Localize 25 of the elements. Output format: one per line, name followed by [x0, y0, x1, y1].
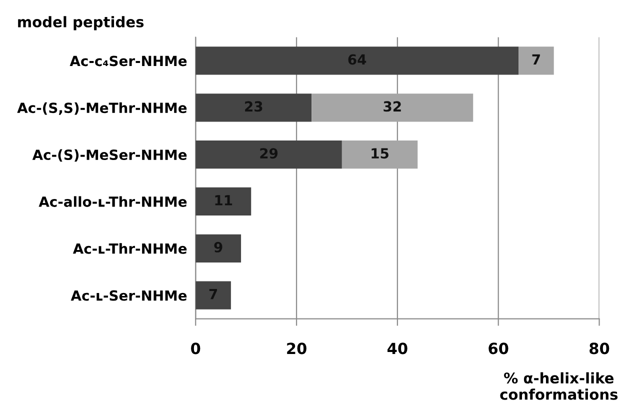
bar	[196, 281, 231, 310]
bar	[518, 46, 554, 75]
data-label: 7	[532, 54, 540, 65]
x-axis-title: % α-helix-like conformations	[500, 372, 618, 400]
x-tick-label: 80	[590, 342, 610, 354]
bar	[342, 140, 418, 169]
y-tick-label: Ac-(S,S)-MeThr-NHMe	[17, 102, 187, 115]
x-tick-label: 0	[191, 342, 200, 354]
x-tick-label: 60	[488, 342, 508, 354]
data-label: 32	[384, 101, 401, 112]
y-tick-label: Ac-allo-ʟ-Thr-NHMe	[38, 196, 187, 207]
bar	[196, 234, 242, 262]
bar	[196, 140, 342, 169]
data-label: 15	[372, 148, 388, 159]
bar	[312, 94, 474, 122]
y-axis-title: model peptides	[18, 16, 144, 30]
x-tick-label: 40	[387, 342, 408, 354]
bar	[196, 94, 312, 122]
y-tick-label: Ac-ʟ-Ser-NHMe	[70, 290, 187, 301]
y-tick-label: Ac-c₄Ser-NHMe	[70, 56, 187, 66]
bar	[196, 187, 252, 216]
y-tick-label: Ac-(S)-MeSer-NHMe	[32, 149, 187, 162]
y-tick-label: Ac-ʟ-Thr-NHMe	[72, 243, 187, 254]
x-tick-label: 20	[287, 342, 306, 354]
bar	[196, 46, 519, 75]
